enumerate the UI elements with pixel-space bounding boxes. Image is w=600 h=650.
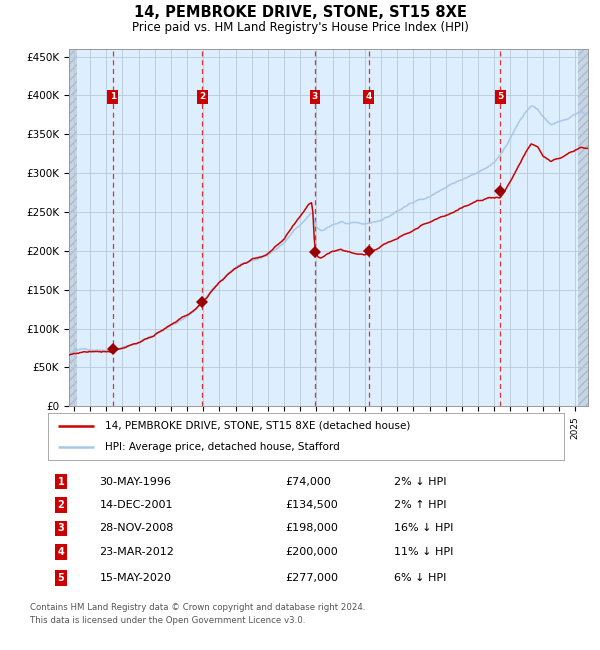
Text: £277,000: £277,000 (286, 573, 338, 583)
Text: £198,000: £198,000 (286, 523, 338, 534)
Text: 6% ↓ HPI: 6% ↓ HPI (394, 573, 446, 583)
Bar (578, 49, 595, 406)
Text: HPI: Average price, detached house, Stafford: HPI: Average price, detached house, Staf… (105, 443, 340, 452)
Text: 4: 4 (58, 547, 64, 557)
Text: £200,000: £200,000 (286, 547, 338, 557)
Text: £134,500: £134,500 (286, 500, 338, 510)
Text: 14-DEC-2001: 14-DEC-2001 (100, 500, 173, 510)
Text: 3: 3 (312, 92, 318, 101)
Text: 1: 1 (58, 476, 64, 487)
Text: 30-MAY-1996: 30-MAY-1996 (100, 476, 172, 487)
Text: 2% ↑ HPI: 2% ↑ HPI (394, 500, 446, 510)
Text: 28-NOV-2008: 28-NOV-2008 (100, 523, 174, 534)
Text: 15-MAY-2020: 15-MAY-2020 (100, 573, 172, 583)
Text: 11% ↓ HPI: 11% ↓ HPI (394, 547, 453, 557)
Text: 14, PEMBROKE DRIVE, STONE, ST15 8XE (detached house): 14, PEMBROKE DRIVE, STONE, ST15 8XE (det… (105, 421, 410, 430)
Text: 5: 5 (58, 573, 64, 583)
Text: 14, PEMBROKE DRIVE, STONE, ST15 8XE: 14, PEMBROKE DRIVE, STONE, ST15 8XE (134, 5, 466, 20)
Text: 2: 2 (58, 500, 64, 510)
Text: 2: 2 (199, 92, 206, 101)
Text: 16% ↓ HPI: 16% ↓ HPI (394, 523, 453, 534)
Text: 1: 1 (110, 92, 116, 101)
Text: 2% ↓ HPI: 2% ↓ HPI (394, 476, 446, 487)
Bar (69, 49, 77, 406)
Text: 3: 3 (58, 523, 64, 534)
Text: Price paid vs. HM Land Registry's House Price Index (HPI): Price paid vs. HM Land Registry's House … (131, 21, 469, 34)
Text: 23-MAR-2012: 23-MAR-2012 (100, 547, 175, 557)
Text: Contains HM Land Registry data © Crown copyright and database right 2024.: Contains HM Land Registry data © Crown c… (30, 603, 365, 612)
Text: £74,000: £74,000 (286, 476, 331, 487)
Text: This data is licensed under the Open Government Licence v3.0.: This data is licensed under the Open Gov… (30, 616, 305, 625)
Text: 4: 4 (365, 92, 372, 101)
Text: 5: 5 (497, 92, 503, 101)
